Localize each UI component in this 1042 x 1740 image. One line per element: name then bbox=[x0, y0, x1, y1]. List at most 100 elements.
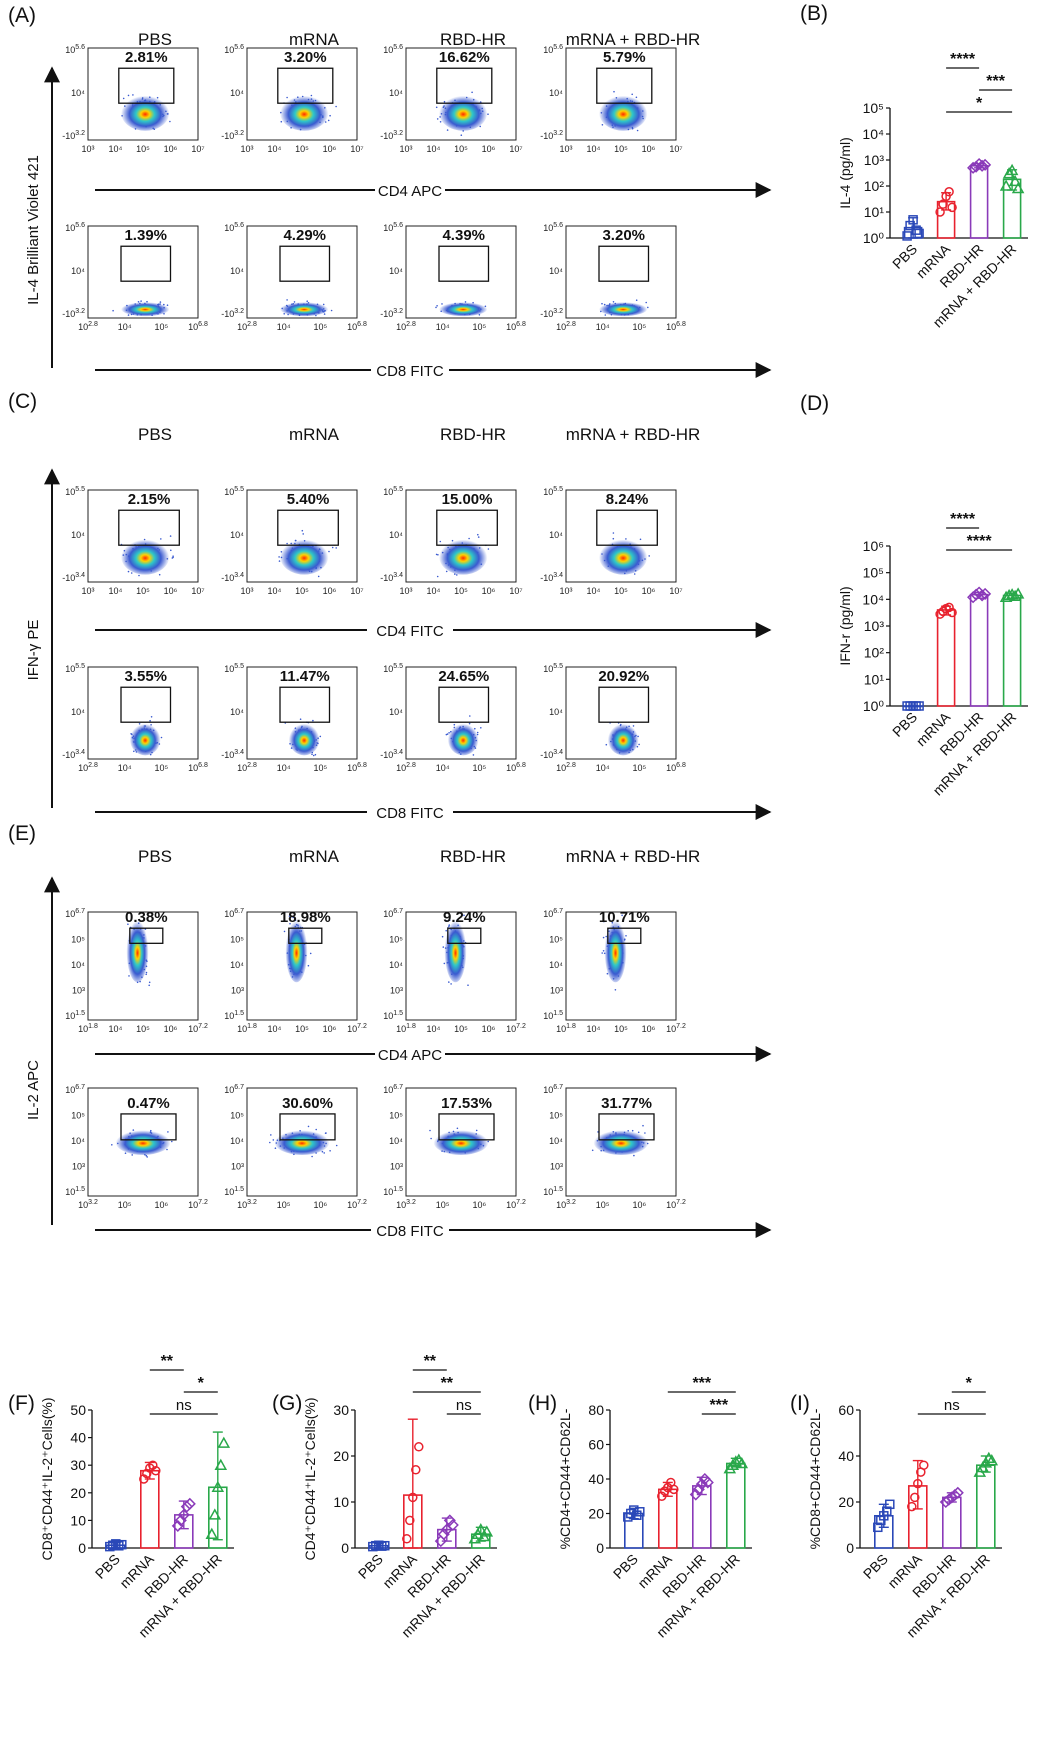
y-tick-label: -103.2 bbox=[221, 130, 244, 141]
significance-label: **** bbox=[967, 533, 993, 550]
y-tick-label: 10⁴ bbox=[862, 126, 884, 142]
y-tick-label: 105.6 bbox=[224, 44, 244, 55]
data-point bbox=[935, 207, 945, 217]
data-point bbox=[217, 1436, 231, 1448]
y-tick-label: 30 bbox=[70, 1457, 86, 1473]
x-tick-label: 10⁶ bbox=[164, 144, 178, 154]
y-tick-label: -103.2 bbox=[540, 308, 563, 319]
x-tick-label: 10⁵ bbox=[295, 144, 309, 154]
data-point bbox=[117, 1539, 127, 1550]
gate-box bbox=[120, 686, 172, 723]
x-tick-label: 10⁵ bbox=[454, 586, 468, 596]
density-cloud bbox=[447, 722, 479, 756]
y-tick-label: 105.5 bbox=[65, 663, 85, 674]
x-axis-label: CD8 FITC bbox=[376, 805, 444, 822]
y-tick-label: 10⁴ bbox=[549, 1136, 563, 1146]
flow-plot: 24.65% 105.5 10⁴ -103.4 102.8 10⁴ 10⁵ 106.8 bbox=[380, 663, 526, 773]
flow-plot: 30.60% 106.7 10⁵ 10⁴ 10³ 101.5 103.2 10⁵ 10⁶ 107.… bbox=[224, 1084, 367, 1210]
flow-plot: 8.24% 105.5 10⁴ -103.4 10³ 10⁴ 10⁵ 10⁶ 10⁷ bbox=[540, 486, 682, 596]
y-axis-label: CD4⁺CD44⁺IL-2⁺Cells(%) bbox=[302, 1398, 318, 1561]
gate-percentage: 31.77% bbox=[601, 1095, 652, 1112]
flow-plot: 0.47% 106.7 10⁵ 10⁴ 10³ 101.5 103.2 10⁵ 10⁶ 107.2 bbox=[65, 1084, 208, 1210]
gate-percentage: 30.60% bbox=[282, 1095, 333, 1112]
y-tick-label: 101.5 bbox=[543, 1186, 563, 1197]
flow-plot: 3.20% 105.6 10⁴ -103.2 10³ 10⁴ 10⁵ 10⁶ 10⁷ bbox=[221, 44, 363, 154]
bar bbox=[969, 164, 989, 239]
x-tick-label: 106.8 bbox=[666, 321, 686, 332]
x-tick-label: 103.2 bbox=[556, 1199, 576, 1210]
x-tick-label: 10⁴ bbox=[436, 763, 450, 773]
y-tick-label: 106.7 bbox=[65, 908, 85, 919]
data-point bbox=[947, 607, 957, 618]
y-tick-label: 10³ bbox=[864, 618, 885, 634]
gate-percentage: 10.71% bbox=[599, 909, 650, 926]
y-tick-label: 10⁴ bbox=[230, 266, 244, 276]
flow-panel-c: (C) IFN-γ PE PBS mRNA RBD-HR mRNA + RBD-HR 2.1… bbox=[8, 390, 772, 822]
x-tick-label: 101.8 bbox=[396, 1023, 416, 1034]
x-tick-label: 10³ bbox=[240, 586, 253, 596]
x-tick-label: 10⁴ bbox=[268, 586, 282, 596]
density-cloud bbox=[280, 301, 329, 317]
data-point bbox=[723, 1462, 737, 1474]
plot-frame bbox=[405, 225, 517, 319]
x-tick-label: 10⁵ bbox=[118, 1200, 132, 1210]
x-tick-label: 10⁶ bbox=[632, 1200, 646, 1210]
x-tick-label: 102.8 bbox=[396, 762, 416, 773]
density-cloud bbox=[129, 722, 161, 756]
bar bbox=[936, 609, 956, 707]
y-tick-label: 10⁴ bbox=[389, 266, 403, 276]
column-title: RBD-HR bbox=[440, 30, 506, 49]
data-point bbox=[985, 1454, 999, 1466]
data-point bbox=[914, 701, 924, 711]
flow-plot: 15.00% 105.5 10⁴ -103.4 10³ 10⁴ 10⁵ 10⁶ 10⁷ bbox=[380, 486, 522, 596]
x-tick-label: 10³ bbox=[559, 586, 572, 596]
y-tick-label: -103.4 bbox=[380, 749, 403, 760]
x-tick-label: 10⁷ bbox=[509, 586, 522, 596]
density-cloud bbox=[121, 537, 170, 575]
x-tick-label: 10⁵ bbox=[313, 322, 327, 332]
y-tick-label: 101.5 bbox=[224, 1186, 244, 1197]
gate-box bbox=[447, 927, 482, 944]
flow-plot: 31.77% 106.7 10⁵ 10⁴ 10³ 101.5 103.2 10⁵ 10⁶ 107.… bbox=[543, 1084, 686, 1210]
panel-label: (A) bbox=[8, 4, 36, 27]
plot-frame bbox=[87, 1087, 199, 1197]
bar bbox=[941, 1496, 962, 1549]
column-title: mRNA bbox=[289, 425, 340, 444]
data-point bbox=[914, 228, 924, 239]
data-point bbox=[114, 1541, 124, 1551]
flow-plot: 3.55% 105.5 10⁴ -103.4 102.8 10⁴ 10⁵ 106.8 bbox=[62, 663, 208, 773]
gate-box bbox=[607, 927, 642, 944]
significance-label: ** bbox=[441, 1375, 454, 1392]
y-tick-label: -103.4 bbox=[221, 572, 244, 583]
data-point bbox=[402, 1534, 412, 1544]
data-point bbox=[183, 1497, 196, 1510]
x-tick-label: 10⁷ bbox=[350, 144, 363, 154]
x-tick-label: 10⁵ bbox=[614, 144, 628, 154]
x-tick-label: 10⁴ bbox=[587, 586, 601, 596]
flow-plot: 18.98% 106.7 10⁵ 10⁴ 10³ 101.5 101.8 10⁴ 10⁵ 10⁶ 1… bbox=[224, 908, 367, 1034]
significance-label: * bbox=[966, 1375, 973, 1392]
x-tick-label: 10⁷ bbox=[191, 586, 204, 596]
plot-frame bbox=[565, 1087, 677, 1197]
x-tick-label: 10⁶ bbox=[642, 144, 656, 154]
gate-percentage: 4.39% bbox=[442, 227, 485, 244]
y-tick-label: 106.7 bbox=[224, 1084, 244, 1095]
y-tick-label: -103.2 bbox=[380, 130, 403, 141]
flow-plot: 9.24% 106.7 10⁵ 10⁴ 10³ 101.5 101.8 10⁴ 10⁵ 10⁶ 10… bbox=[383, 908, 526, 1034]
data-point bbox=[380, 1540, 390, 1551]
y-tick-label: 10⁴ bbox=[230, 88, 244, 98]
flow-plot: 1.39% 105.6 10⁴ -103.2 102.8 10⁴ 10⁵ 106.8 bbox=[62, 222, 208, 332]
bar-chart-f: (F)01020304050CD8⁺CD44⁺IL-2⁺Cells(%)PBSm… bbox=[8, 1353, 234, 1641]
y-tick-label: 10⁵ bbox=[230, 935, 244, 945]
plot-frame bbox=[87, 47, 199, 141]
gate-percentage: 11.47% bbox=[280, 668, 330, 685]
y-tick-label: 60 bbox=[838, 1402, 854, 1418]
y-tick-label: 10³ bbox=[550, 1162, 563, 1172]
y-tick-label: 10⁴ bbox=[230, 960, 244, 970]
gate-box bbox=[598, 1113, 655, 1141]
x-tick-label: 101.8 bbox=[556, 1023, 576, 1034]
panel-label: (C) bbox=[8, 390, 37, 413]
gate-percentage: 5.40% bbox=[287, 491, 330, 508]
data-point bbox=[474, 1523, 488, 1535]
x-tick-label: 10⁶ bbox=[164, 586, 178, 596]
